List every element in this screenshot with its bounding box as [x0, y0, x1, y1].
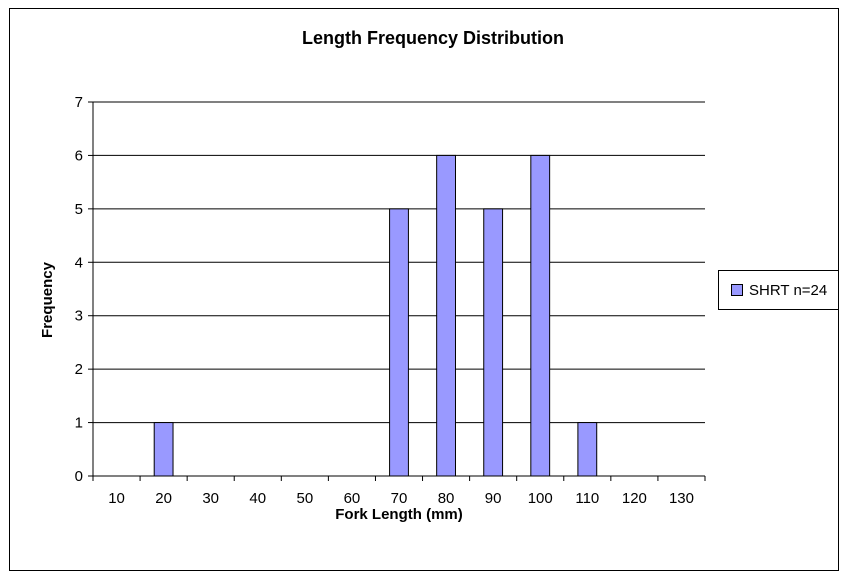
y-tick-label: 4: [75, 254, 83, 271]
x-tick-label: 70: [391, 490, 408, 507]
axes: [88, 101, 706, 481]
bar-20: [153, 422, 174, 477]
x-tick-label: 20: [155, 490, 172, 507]
x-tick-label: 120: [622, 490, 647, 507]
y-tick-label: 7: [75, 94, 83, 111]
chart-title: Length Frequency Distribution: [302, 28, 564, 48]
y-tick-label: 6: [75, 147, 83, 164]
x-tick-label: 50: [297, 490, 314, 507]
y-tick-labels: 0 1 2 3 4 5 6 7: [75, 94, 83, 485]
bar-70: [389, 208, 409, 477]
y-tick-label: 2: [75, 361, 83, 378]
bar-80: [436, 154, 456, 477]
legend-label: SHRT n=24: [749, 281, 828, 299]
bar-110: [577, 422, 598, 477]
legend-swatch: [731, 284, 743, 296]
x-tick-label: 100: [528, 490, 553, 507]
x-tick-label: 30: [202, 490, 219, 507]
bars: [153, 154, 598, 477]
y-tick-label: 0: [75, 468, 83, 485]
x-tick-label: 130: [669, 490, 694, 507]
x-tick-label: 80: [438, 490, 455, 507]
x-tick-label: 110: [575, 490, 599, 507]
y-axis-title: Frequency: [39, 261, 56, 338]
x-tick-label: 60: [344, 490, 361, 507]
x-axis-title: Fork Length (mm): [335, 506, 463, 523]
bar-100: [530, 154, 551, 477]
y-tick-label: 5: [75, 201, 83, 218]
y-tick-label: 3: [75, 308, 83, 325]
x-tick-label: 10: [108, 490, 125, 507]
x-tick-labels: 10 20 30 40 50 60 70 80 90 100 110 120 130: [108, 490, 694, 507]
x-tick-label: 40: [249, 490, 266, 507]
y-tick-label: 1: [75, 415, 83, 432]
bar-90: [483, 208, 504, 477]
x-tick-label: 90: [485, 490, 502, 507]
legend: SHRT n=24: [718, 270, 839, 310]
